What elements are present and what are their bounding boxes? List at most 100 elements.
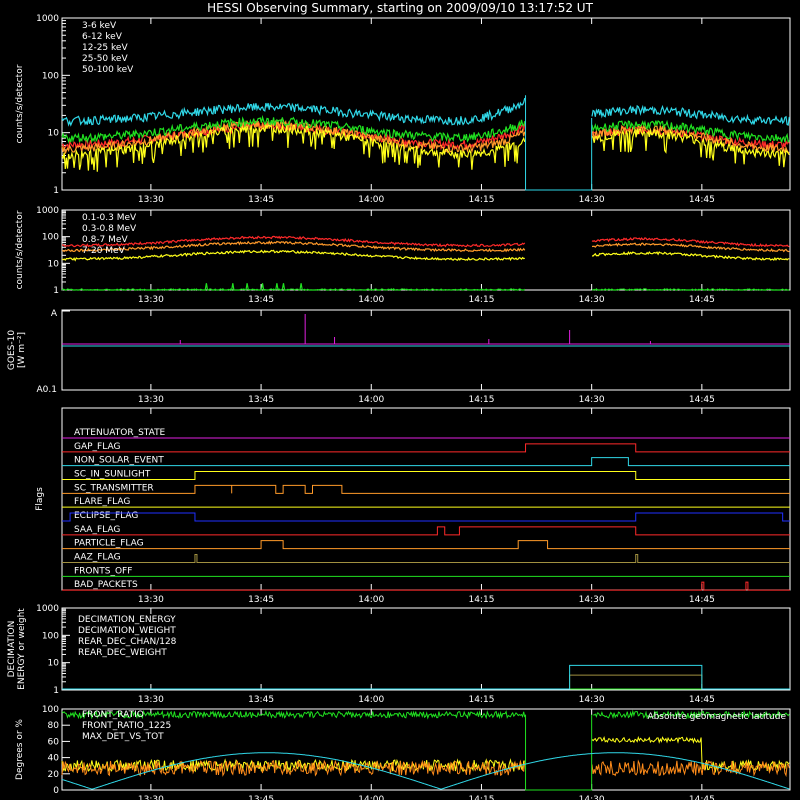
legend-entry: FRONT_RATIO bbox=[82, 710, 144, 720]
legend-entry: REAR_DEC_CHAN/128 bbox=[78, 637, 177, 647]
series-line bbox=[591, 124, 790, 154]
y-tick-label: 0 bbox=[53, 786, 59, 796]
y-tick-label: 80 bbox=[48, 721, 60, 731]
y-tick-label: 40 bbox=[48, 754, 60, 764]
x-tick-label: 14:30 bbox=[579, 595, 605, 605]
flag-label: SC_IN_SUNLIGHT bbox=[74, 470, 151, 480]
series-line bbox=[61, 97, 526, 127]
panel-flags: 13:30 13:45 14:00 14:15 14:30 14:45 Flags ATTEN… bbox=[35, 407, 791, 605]
y-tick-label: 100 bbox=[42, 233, 59, 243]
series-line bbox=[61, 283, 526, 292]
flag-trace bbox=[62, 581, 790, 591]
x-tick-label: 14:45 bbox=[689, 595, 715, 605]
series-line bbox=[61, 240, 526, 253]
series-line bbox=[61, 123, 526, 172]
panel-frame bbox=[61, 607, 791, 691]
y-axis-label: Degrees or % bbox=[15, 719, 25, 780]
geomagnetic-latitude-line bbox=[61, 752, 790, 790]
y-tick-label: 1000 bbox=[36, 206, 59, 216]
y-tick-label: A bbox=[51, 309, 58, 319]
x-tick-label: 13:30 bbox=[138, 195, 164, 205]
series-line bbox=[591, 119, 790, 143]
x-tick-label: 14:15 bbox=[468, 795, 494, 800]
y-axis-label: Flags bbox=[35, 487, 45, 511]
y-tick-label: 100 bbox=[42, 631, 59, 641]
max-det-vs-tot-line bbox=[591, 759, 790, 778]
flag-label: ECLIPSE_FLAG bbox=[74, 511, 138, 521]
y-axis-label-2: ENERGY or weight bbox=[17, 608, 27, 690]
y-tick-label: 60 bbox=[48, 737, 60, 747]
x-tick-label: 14:00 bbox=[358, 295, 384, 305]
series-line bbox=[591, 104, 790, 126]
series-line bbox=[591, 242, 790, 253]
y-axis-label-2: [W m⁻²] bbox=[17, 332, 27, 368]
flag-label: FRONTS_OFF bbox=[74, 566, 132, 576]
flag-label: FLARE_FLAG bbox=[74, 497, 130, 507]
x-tick-label: 14:00 bbox=[358, 695, 384, 705]
x-tick-label: 13:45 bbox=[248, 595, 274, 605]
x-tick-label: 14:15 bbox=[468, 195, 494, 205]
x-tick-label: 13:45 bbox=[248, 695, 274, 705]
flag-label: BAD_PACKETS bbox=[74, 580, 138, 590]
flag-trace bbox=[62, 526, 790, 536]
series-line bbox=[591, 288, 790, 291]
x-tick-label: 13:30 bbox=[138, 295, 164, 305]
panel-ratio: 13:30 13:45 14:00 14:15 14:30 14:45 Degrees or… bbox=[15, 705, 791, 800]
legend-entry: 0.8-7 MeV bbox=[82, 235, 128, 245]
y-tick-label: 10 bbox=[48, 659, 60, 669]
figure-title: HESSI Observing Summary, starting on 200… bbox=[207, 1, 593, 15]
flag-trace bbox=[62, 484, 790, 494]
x-tick-label: 14:45 bbox=[689, 195, 715, 205]
panel-low: 13:30 13:45 14:00 14:15 14:30 14:45 counts/s/d… bbox=[15, 14, 791, 205]
legend-entry: DECIMATION_WEIGHT bbox=[78, 626, 176, 636]
flag-label: SC_TRANSMITTER bbox=[74, 483, 154, 493]
y-tick-label: 1000 bbox=[36, 604, 59, 614]
x-tick-label: 13:30 bbox=[138, 395, 164, 405]
flag-trace bbox=[62, 457, 790, 467]
legend-entry: DECIMATION_ENERGY bbox=[78, 615, 176, 625]
rear-dec-weight-line bbox=[62, 674, 790, 690]
y-tick-label: 1 bbox=[53, 286, 59, 296]
front-ratio-1225-line bbox=[61, 758, 525, 773]
x-tick-label: 13:45 bbox=[248, 795, 274, 800]
legend-entry: FRONT_RATIO_1225 bbox=[82, 721, 171, 731]
flag-label: GAP_FLAG bbox=[74, 442, 120, 452]
y-axis-label: GOES-10 bbox=[7, 330, 17, 370]
x-tick-label: 14:45 bbox=[689, 295, 715, 305]
series-line bbox=[61, 118, 526, 154]
y-tick-label: A0.1 bbox=[37, 385, 57, 395]
panel-frame bbox=[61, 708, 791, 791]
legend-entry: 0.1-0.3 MeV bbox=[82, 213, 137, 223]
panel-frame bbox=[61, 209, 791, 291]
flag-label: ATTENUATOR_STATE bbox=[74, 428, 166, 438]
y-axis-label: counts/s/detector bbox=[15, 64, 25, 143]
legend-entry: 6-12 keV bbox=[82, 32, 123, 42]
x-tick-label: 14:30 bbox=[579, 795, 605, 800]
x-tick-label: 14:00 bbox=[358, 595, 384, 605]
flag-label: SAA_FLAG bbox=[74, 525, 120, 535]
x-tick-label: 14:45 bbox=[689, 795, 715, 800]
y-tick-label: 10 bbox=[48, 259, 60, 269]
legend-entry: MAX_DET_VS_TOT bbox=[82, 732, 164, 742]
x-tick-label: 14:30 bbox=[579, 295, 605, 305]
panel-frame bbox=[61, 309, 791, 391]
x-tick-label: 14:45 bbox=[689, 395, 715, 405]
panels: 13:30 13:45 14:00 14:15 14:30 14:45 counts/s/d… bbox=[7, 14, 791, 800]
x-tick-label: 14:30 bbox=[579, 395, 605, 405]
panel-decim: 13:30 13:45 14:00 14:15 14:30 14:45 DECIMATION… bbox=[7, 604, 791, 705]
flag-label: AAZ_FLAG bbox=[74, 553, 121, 563]
flag-trace bbox=[62, 540, 790, 550]
x-tick-label: 14:30 bbox=[579, 195, 605, 205]
gap-marker bbox=[525, 714, 593, 791]
x-tick-label: 14:30 bbox=[579, 695, 605, 705]
legend-entry: 3-6 keV bbox=[82, 21, 117, 31]
x-tick-label: 14:00 bbox=[358, 195, 384, 205]
series-line bbox=[591, 237, 790, 248]
legend-entry: 7-20 MeV bbox=[82, 246, 126, 256]
rear-dec-chan-line bbox=[62, 664, 790, 690]
y-tick-label: 1 bbox=[53, 686, 59, 696]
y-axis-label: counts/s/detector bbox=[15, 210, 25, 289]
flag-trace bbox=[62, 554, 790, 563]
front-ratio-line bbox=[61, 709, 790, 720]
